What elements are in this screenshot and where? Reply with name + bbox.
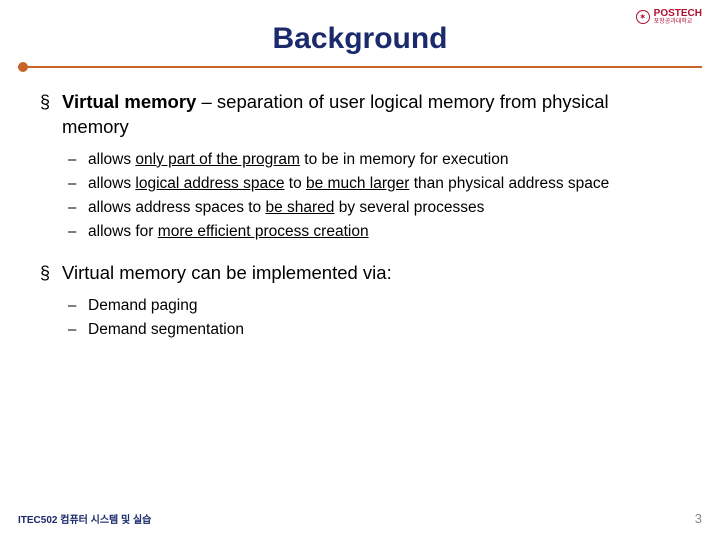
sub-bullet: allows only part of the program to be in… — [62, 150, 680, 171]
sub-bullet: allows address spaces to be shared by se… — [62, 198, 680, 219]
title-divider — [18, 62, 702, 72]
sub-bullet: Demand segmentation — [62, 320, 680, 341]
sub-bullet-text: allows address spaces to — [88, 199, 265, 216]
sub-bullet-text: be much larger — [306, 175, 409, 192]
bullet-main-2-text: Virtual memory can be implemented via: — [62, 262, 392, 283]
sub-bullet-text: allows for — [88, 223, 158, 240]
sublist-2: Demand paging Demand segmentation — [62, 296, 680, 341]
sub-bullet-text: more efficient process creation — [158, 223, 369, 240]
sub-bullet: allows for more efficient process creati… — [62, 222, 680, 243]
logo-text: POSTECH — [654, 8, 702, 19]
institution-logo: ✶ POSTECH 포항공과대학교 — [636, 8, 702, 25]
sub-bullet: Demand paging — [62, 296, 680, 317]
bullet-main-1-bold: Virtual memory — [62, 91, 196, 112]
slide-footer: ITEC502 컴퓨터 시스템 및 실습 3 — [18, 511, 702, 526]
sub-bullet: allows logical address space to be much … — [62, 174, 680, 195]
sub-bullet-text: Demand segmentation — [88, 321, 244, 338]
footer-course: ITEC502 컴퓨터 시스템 및 실습 — [18, 511, 151, 526]
sub-bullet-text: than physical address space — [409, 175, 609, 192]
sub-bullet-text: be shared — [265, 199, 334, 216]
bullet-main-1: Virtual memory – separation of user logi… — [40, 90, 680, 243]
bullet-main-2: Virtual memory can be implemented via: D… — [40, 261, 680, 341]
sub-bullet-text: by several processes — [334, 199, 484, 216]
footer-page-number: 3 — [695, 511, 702, 526]
divider-line — [18, 66, 702, 68]
sub-bullet-text: to be in memory for execution — [300, 151, 509, 168]
slide-content: Virtual memory – separation of user logi… — [0, 90, 720, 340]
sub-bullet-text: only part of the program — [135, 151, 300, 168]
sublist-1: allows only part of the program to be in… — [62, 150, 680, 243]
sub-bullet-text: logical address space — [135, 175, 284, 192]
sub-bullet-text: allows — [88, 175, 135, 192]
sub-bullet-text: to — [284, 175, 306, 192]
slide-title: Background — [0, 0, 720, 62]
logo-subtext: 포항공과대학교 — [654, 19, 702, 25]
sub-bullet-text: allows — [88, 151, 135, 168]
logo-emblem-icon: ✶ — [636, 10, 650, 24]
sub-bullet-text: Demand paging — [88, 297, 197, 314]
